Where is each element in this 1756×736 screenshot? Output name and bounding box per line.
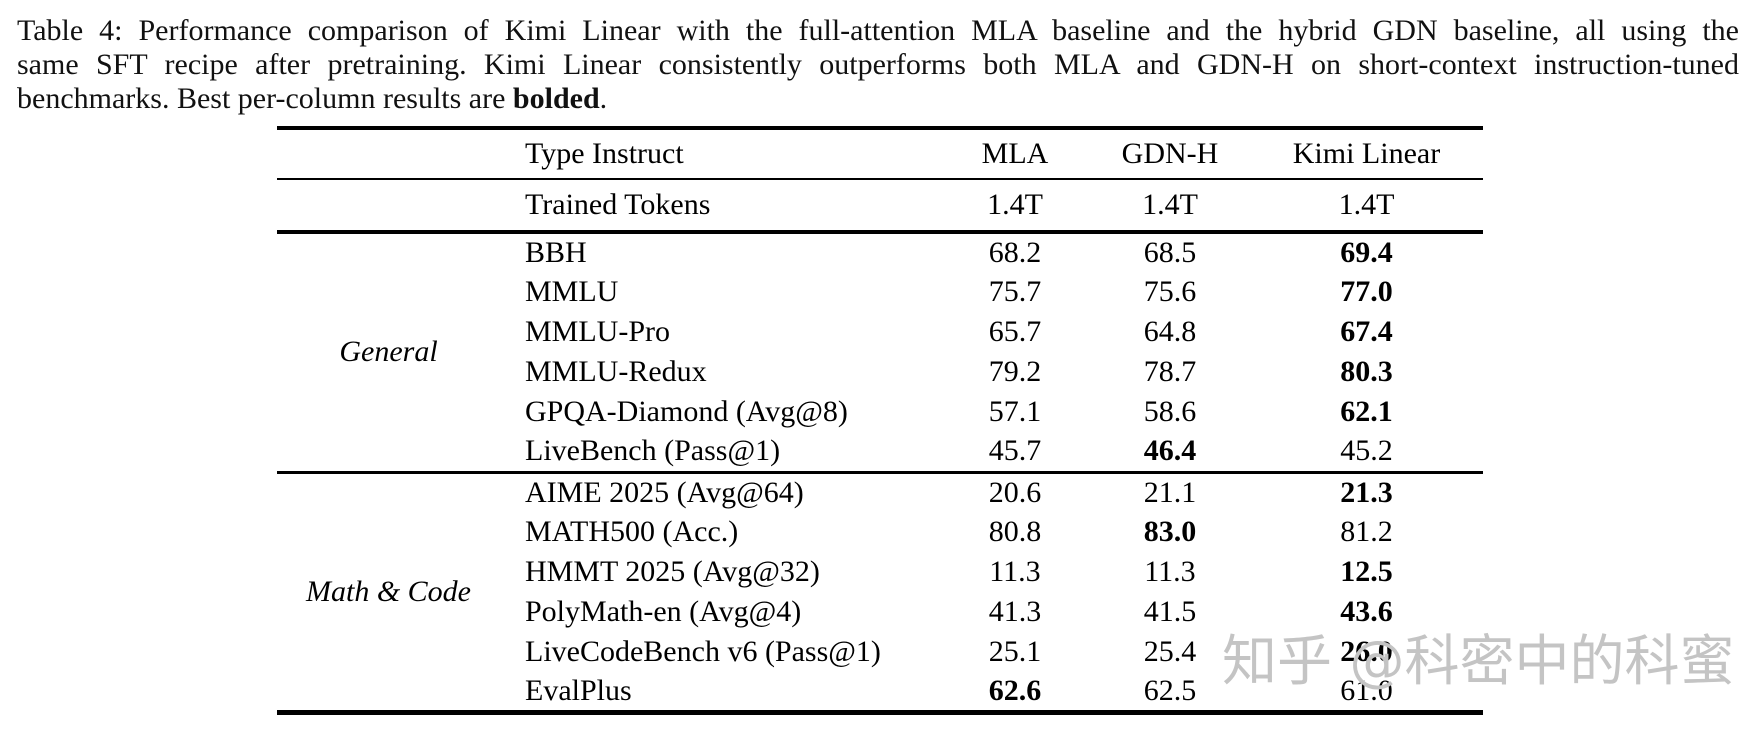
score-mla: 79.2 xyxy=(988,355,1042,388)
score-kimi: 21.3 xyxy=(1340,475,1393,509)
caption-line-1: Table 4: Performance comparison of Kimi … xyxy=(17,14,1739,47)
score-gdnh: 21.1 xyxy=(1143,475,1197,509)
results-table-wrap: Type Instruct MLA GDN-H Kimi Linear Trai… xyxy=(277,126,1483,715)
score-kimi: 26.0 xyxy=(1340,635,1393,668)
section-general: General BBH 68.2 68.5 69.4 MMLU 75.7 75.… xyxy=(277,232,1483,472)
table-row: MMLU-Pro 65.7 64.8 67.4 xyxy=(277,312,1483,352)
benchmark-name: BBH xyxy=(525,236,587,269)
table-row: MMLU 75.7 75.6 77.0 xyxy=(277,272,1483,312)
score-gdnh: 46.4 xyxy=(1143,434,1197,468)
header-mla: MLA xyxy=(981,137,1049,170)
score-gdnh: 41.5 xyxy=(1143,595,1197,628)
score-mla: 65.7 xyxy=(988,315,1042,348)
trained-tokens-row: Trained Tokens 1.4T 1.4T 1.4T xyxy=(277,179,1483,232)
caption-line-3: benchmarks. Best per-column results are … xyxy=(17,82,1739,116)
results-table: Type Instruct MLA GDN-H Kimi Linear Trai… xyxy=(277,126,1483,715)
caption-line-2: same SFT recipe after pretraining. Kimi … xyxy=(17,48,1739,81)
header-gdnh: GDN-H xyxy=(1121,137,1219,170)
score-gdnh: 78.7 xyxy=(1143,355,1197,388)
score-mla: 11.3 xyxy=(989,555,1041,588)
benchmark-name: PolyMath-en (Avg@4) xyxy=(525,595,802,628)
score-kimi: 69.4 xyxy=(1340,236,1393,269)
score-mla: 20.6 xyxy=(988,475,1042,509)
score-gdnh: 64.8 xyxy=(1143,315,1197,348)
score-kimi: 80.3 xyxy=(1340,355,1393,388)
meta-spacer xyxy=(277,179,500,232)
benchmark-name: MMLU-Pro xyxy=(525,315,671,348)
score-mla: 45.7 xyxy=(988,434,1042,468)
category-label-general: General xyxy=(339,335,438,369)
score-gdnh: 68.5 xyxy=(1143,236,1197,269)
score-gdnh: 58.6 xyxy=(1143,395,1197,428)
score-kimi: 81.2 xyxy=(1340,515,1393,548)
benchmark-name: MMLU xyxy=(525,275,619,308)
table-row: MMLU-Redux 79.2 78.7 80.3 xyxy=(277,352,1483,392)
score-kimi: 62.1 xyxy=(1340,395,1393,428)
trained-tokens-label: Trained Tokens xyxy=(525,188,711,221)
benchmark-name: MMLU-Redux xyxy=(525,355,707,388)
score-mla: 25.1 xyxy=(988,635,1042,668)
table-row: HMMT 2025 (Avg@32) 11.3 11.3 12.5 xyxy=(277,552,1483,592)
score-kimi: 67.4 xyxy=(1340,315,1393,348)
caption-line-3-period: . xyxy=(599,82,608,115)
caption-line-3-text: benchmarks. Best per-column results are xyxy=(17,82,513,115)
table-row: PolyMath-en (Avg@4) 41.3 41.5 43.6 xyxy=(277,592,1483,632)
score-gdnh: 75.6 xyxy=(1143,275,1197,308)
score-gdnh: 11.3 xyxy=(1144,555,1196,588)
score-gdnh: 62.5 xyxy=(1143,673,1197,707)
table-row: LiveCodeBench v6 (Pass@1) 25.1 25.4 26.0 xyxy=(277,632,1483,672)
score-mla: 75.7 xyxy=(988,275,1042,308)
score-kimi: 45.2 xyxy=(1340,434,1393,468)
header-benchmark-col: Type Instruct xyxy=(525,137,684,170)
table-row: Math & Code AIME 2025 (Avg@64) 20.6 21.1… xyxy=(277,472,1483,608)
trained-tokens-kimi: 1.4T xyxy=(1338,188,1395,221)
score-kimi: 12.5 xyxy=(1340,555,1393,588)
header-type-spacer xyxy=(277,128,500,179)
score-mla: 62.6 xyxy=(988,673,1042,707)
benchmark-name: MATH500 (Acc.) xyxy=(525,515,739,548)
category-label-math-code: Math & Code xyxy=(306,574,471,608)
trained-tokens-gdnh: 1.4T xyxy=(1142,188,1198,221)
header-kimi-linear: Kimi Linear xyxy=(1292,137,1441,170)
table-caption: Table 4: Performance comparison of Kimi … xyxy=(17,14,1739,116)
table-row: MATH500 (Acc.) 80.8 83.0 81.2 xyxy=(277,512,1483,552)
caption-bolded-word: bolded xyxy=(512,82,600,115)
table-row: General BBH 68.2 68.5 69.4 xyxy=(277,232,1483,368)
table-row: GPQA-Diamond (Avg@8) 57.1 58.6 62.1 xyxy=(277,392,1483,432)
table-header-row: Type Instruct MLA GDN-H Kimi Linear xyxy=(277,128,1483,179)
score-mla: 57.1 xyxy=(988,395,1042,428)
table-row: EvalPlus 62.6 62.5 61.0 xyxy=(277,672,1483,712)
score-kimi: 43.6 xyxy=(1340,595,1393,628)
benchmark-name: HMMT 2025 (Avg@32) xyxy=(525,555,820,588)
benchmark-name: LiveBench (Pass@1) xyxy=(525,434,781,468)
section-math-code: Math & Code AIME 2025 (Avg@64) 20.6 21.1… xyxy=(277,472,1483,712)
score-gdnh: 83.0 xyxy=(1143,515,1197,548)
benchmark-name: AIME 2025 (Avg@64) xyxy=(525,475,804,509)
score-kimi: 77.0 xyxy=(1340,275,1393,308)
score-gdnh: 25.4 xyxy=(1143,635,1197,668)
score-mla: 80.8 xyxy=(988,515,1042,548)
benchmark-name: LiveCodeBench v6 (Pass@1) xyxy=(525,635,881,668)
benchmark-name: EvalPlus xyxy=(525,673,632,707)
benchmark-name: GPQA-Diamond (Avg@8) xyxy=(525,395,848,428)
score-kimi: 61.0 xyxy=(1340,673,1393,707)
score-mla: 68.2 xyxy=(988,236,1042,269)
score-mla: 41.3 xyxy=(988,595,1042,628)
trained-tokens-mla: 1.4T xyxy=(987,188,1043,221)
table-row: LiveBench (Pass@1) 45.7 46.4 45.2 xyxy=(277,432,1483,472)
